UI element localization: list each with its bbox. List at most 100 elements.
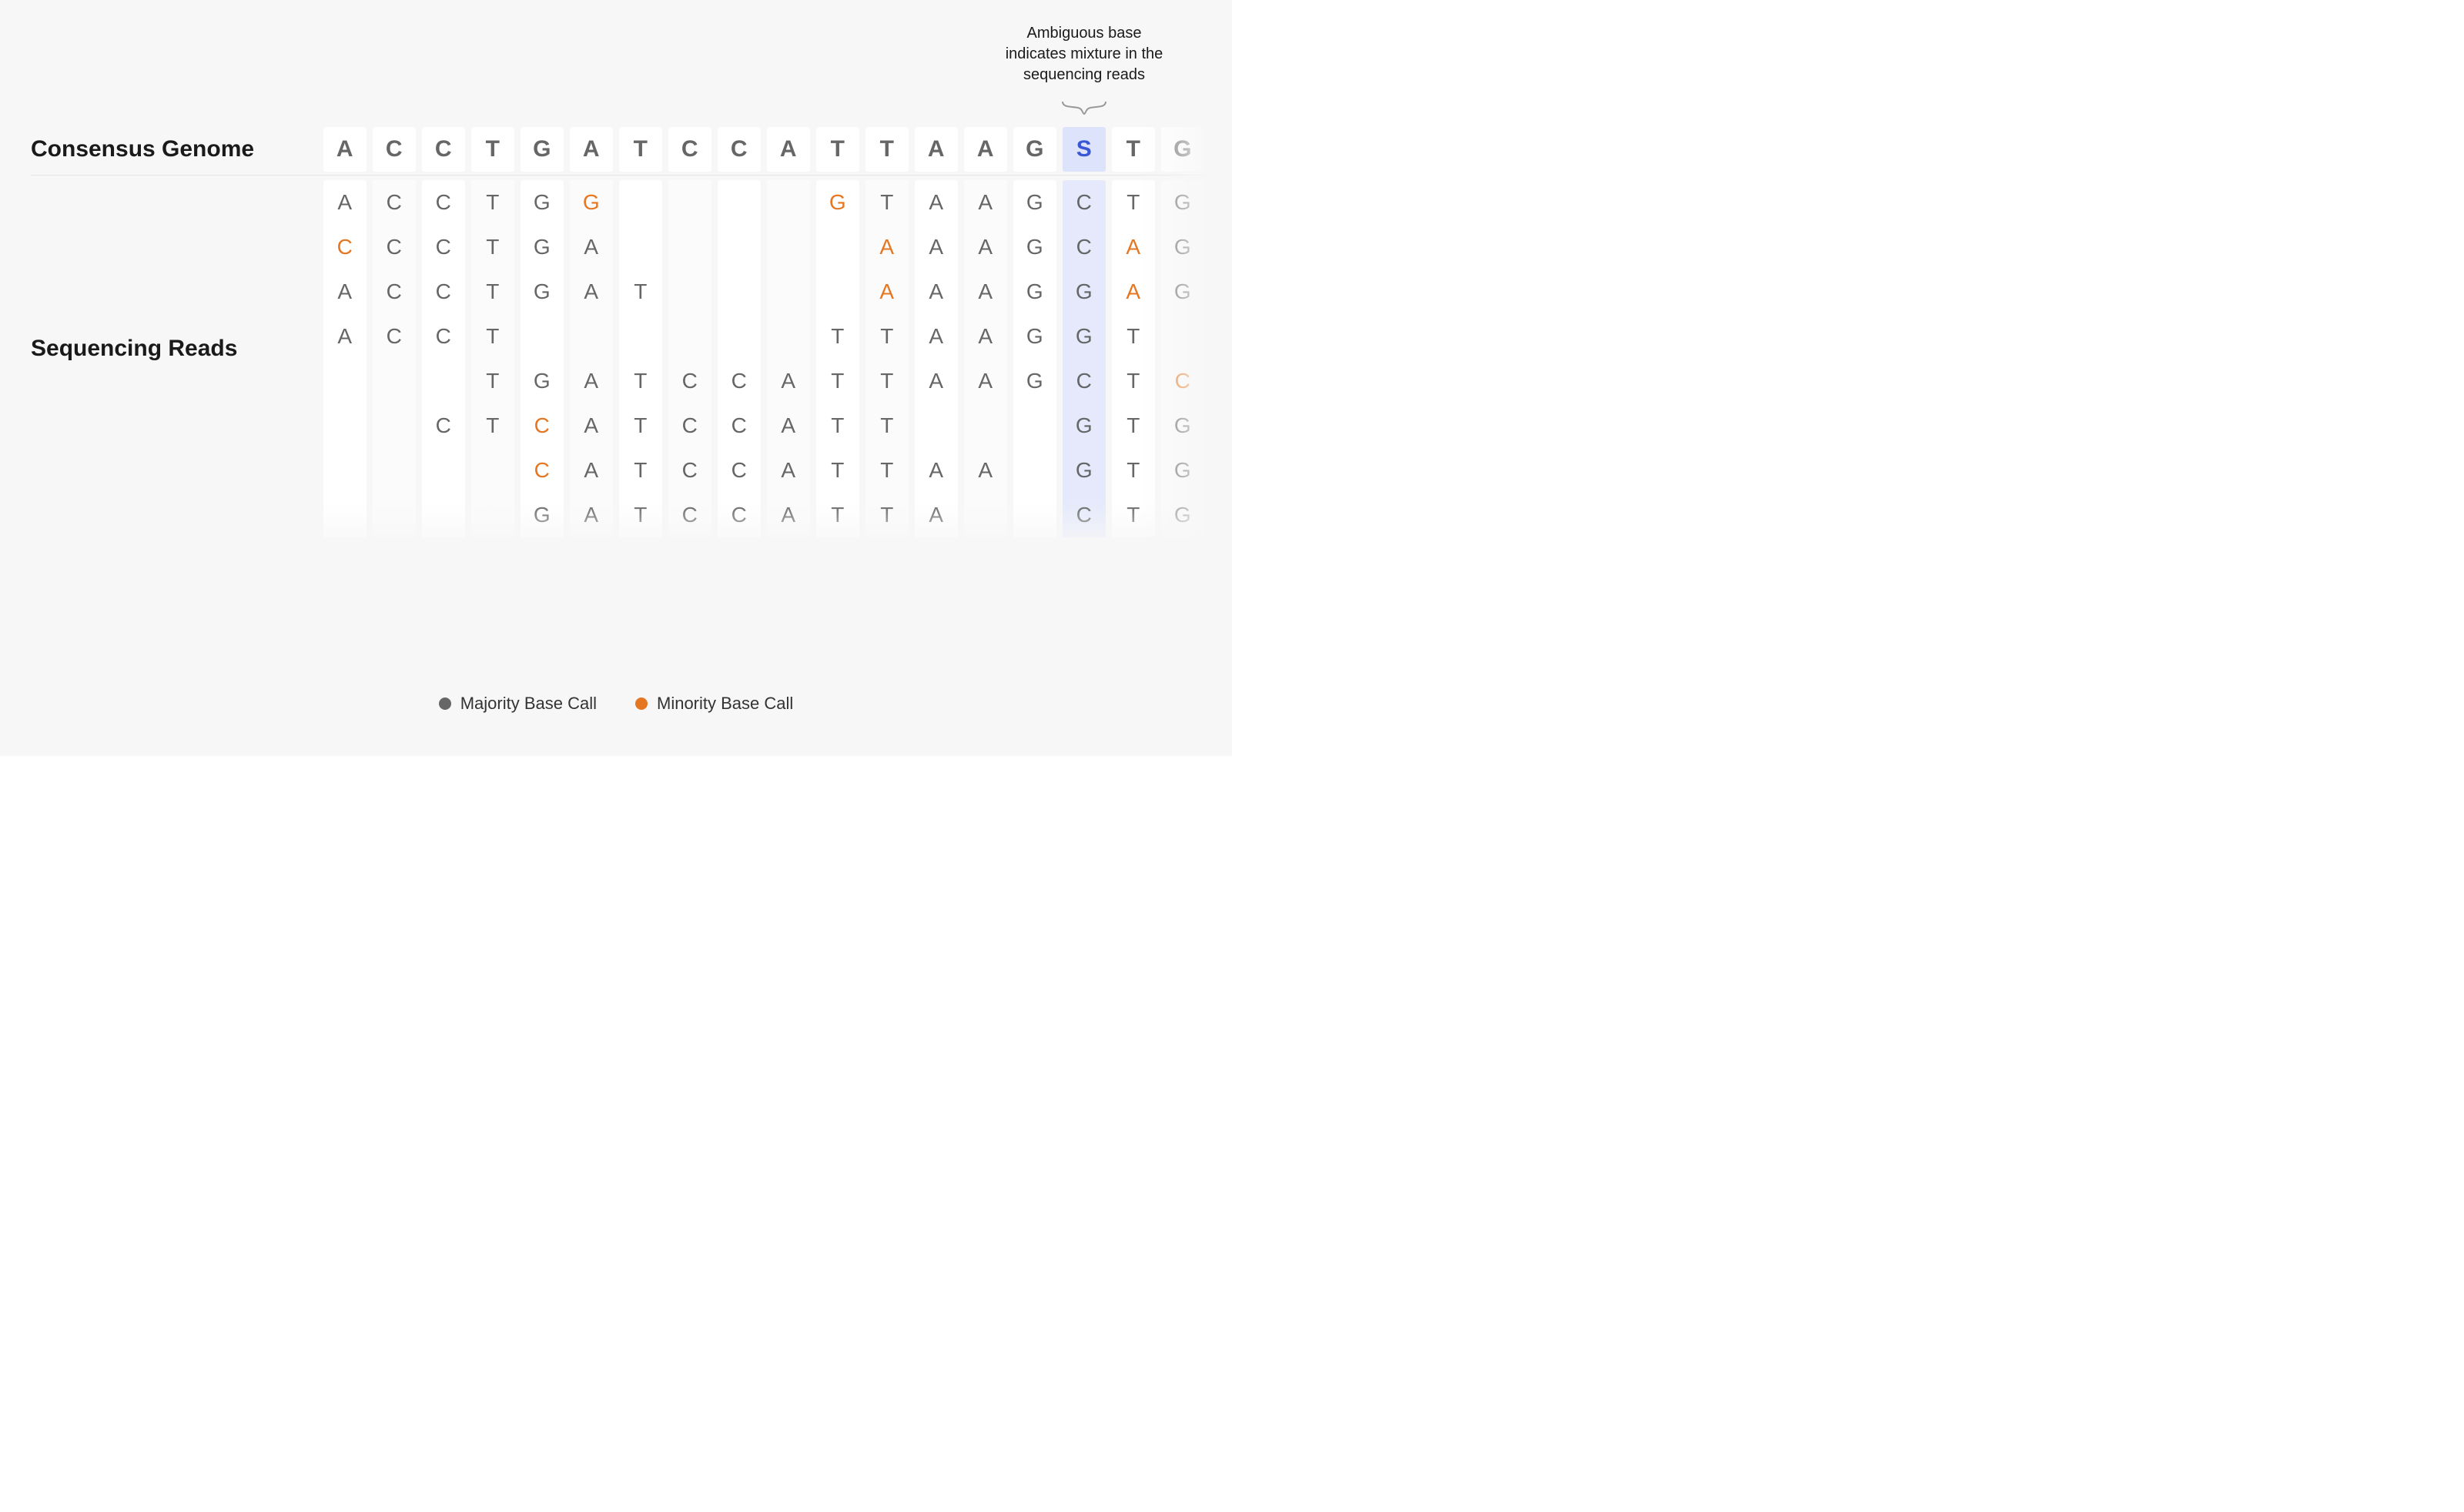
read-cell: A [767, 403, 810, 448]
read-cell: G [1013, 359, 1056, 403]
read-cell: A [964, 314, 1007, 359]
read-cell: C [668, 448, 711, 493]
consensus-cell: C [422, 127, 465, 172]
read-cell: G [1013, 269, 1056, 314]
read-cell: T [1112, 314, 1155, 359]
consensus-cell: G [1161, 127, 1204, 172]
read-cell: T [1112, 448, 1155, 493]
read-cell: G [1063, 403, 1106, 448]
read-cell: G [816, 180, 859, 225]
read-cell [964, 493, 1007, 537]
read-cell: A [915, 493, 958, 537]
read-cell: G [1013, 225, 1056, 269]
consensus-cell: T [865, 127, 909, 172]
consensus-label: Consensus Genome [31, 136, 323, 162]
read-cell: T [619, 269, 662, 314]
read-cell: G [1161, 225, 1204, 269]
read-cell: A [964, 180, 1007, 225]
read-cell: C [373, 269, 416, 314]
read-cell: G [1013, 314, 1056, 359]
read-cell [373, 403, 416, 448]
consensus-cell: A [915, 127, 958, 172]
read-cell: A [767, 359, 810, 403]
read-cell [323, 493, 367, 537]
consensus-cell: A [964, 127, 1007, 172]
read-cell [373, 493, 416, 537]
read-cell: A [964, 359, 1007, 403]
read-cell: C [1063, 180, 1106, 225]
read-row: CATCCATTAAGTG [323, 448, 1204, 493]
read-cell: G [570, 180, 613, 225]
read-cell: G [521, 493, 564, 537]
sequence-grid: Consensus Genome ACCTGATCCATTAAGSTG Sequ… [31, 131, 1232, 537]
legend-majority: Majority Base Call [439, 694, 597, 714]
read-cell [668, 314, 711, 359]
read-cell: A [915, 359, 958, 403]
read-cell [373, 359, 416, 403]
read-cell: C [521, 448, 564, 493]
reads-container: Sequencing ReadsACCTGGGTAAGCTGCCCTGAAAAG… [31, 180, 1232, 537]
read-cell: G [1063, 314, 1106, 359]
read-cell [422, 448, 465, 493]
read-cell [619, 180, 662, 225]
read-row: ACCTGGGTAAGCTG [323, 180, 1204, 225]
read-cell [718, 269, 761, 314]
read-cell: C [373, 225, 416, 269]
read-cell: T [865, 403, 909, 448]
read-cell: A [570, 269, 613, 314]
read-row: GATCCATTACTG [323, 493, 1204, 537]
consensus-cell: G [1013, 127, 1056, 172]
read-cell: C [422, 225, 465, 269]
read-cell [915, 403, 958, 448]
brace-icon [1061, 100, 1107, 115]
read-row: TGATCCATTAAGCTC [323, 359, 1204, 403]
read-cell: A [570, 448, 613, 493]
read-cell: A [915, 314, 958, 359]
read-cell [816, 225, 859, 269]
read-cell: T [471, 314, 514, 359]
read-cell: T [865, 493, 909, 537]
read-cell [323, 448, 367, 493]
read-cell: C [668, 403, 711, 448]
read-cell [471, 448, 514, 493]
read-cell: A [865, 269, 909, 314]
legend-minority-label: Minority Base Call [657, 694, 793, 714]
legend: Majority Base Call Minority Base Call [0, 694, 1232, 714]
read-cell: A [964, 448, 1007, 493]
consensus-cells: ACCTGATCCATTAAGSTG [323, 127, 1204, 172]
read-cell [767, 269, 810, 314]
read-cell [718, 180, 761, 225]
read-cell [570, 314, 613, 359]
legend-minority-dot [635, 697, 648, 710]
read-cell: T [619, 359, 662, 403]
read-cell: G [1013, 180, 1056, 225]
read-cell: A [1112, 269, 1155, 314]
read-cell: T [816, 403, 859, 448]
read-cell [521, 314, 564, 359]
read-cell: C [718, 359, 761, 403]
read-cell: C [1063, 359, 1106, 403]
consensus-cell: T [816, 127, 859, 172]
read-cell: C [718, 448, 761, 493]
read-cell: T [471, 225, 514, 269]
read-cell: A [1112, 225, 1155, 269]
read-cell: A [964, 269, 1007, 314]
read-cell: C [422, 314, 465, 359]
read-cell: G [1161, 180, 1204, 225]
read-cell: T [1112, 403, 1155, 448]
consensus-cell: S [1063, 127, 1106, 172]
read-cell: C [521, 403, 564, 448]
read-cell: G [1161, 448, 1204, 493]
read-cell: T [865, 359, 909, 403]
read-cell: A [570, 225, 613, 269]
read-cell: G [1161, 403, 1204, 448]
read-cell: A [570, 359, 613, 403]
consensus-cell: C [668, 127, 711, 172]
read-cell: T [471, 359, 514, 403]
read-cell [422, 359, 465, 403]
read-cell: A [915, 448, 958, 493]
consensus-cell: T [471, 127, 514, 172]
read-cell: A [915, 180, 958, 225]
read-cell: C [668, 359, 711, 403]
read-cell: T [816, 448, 859, 493]
